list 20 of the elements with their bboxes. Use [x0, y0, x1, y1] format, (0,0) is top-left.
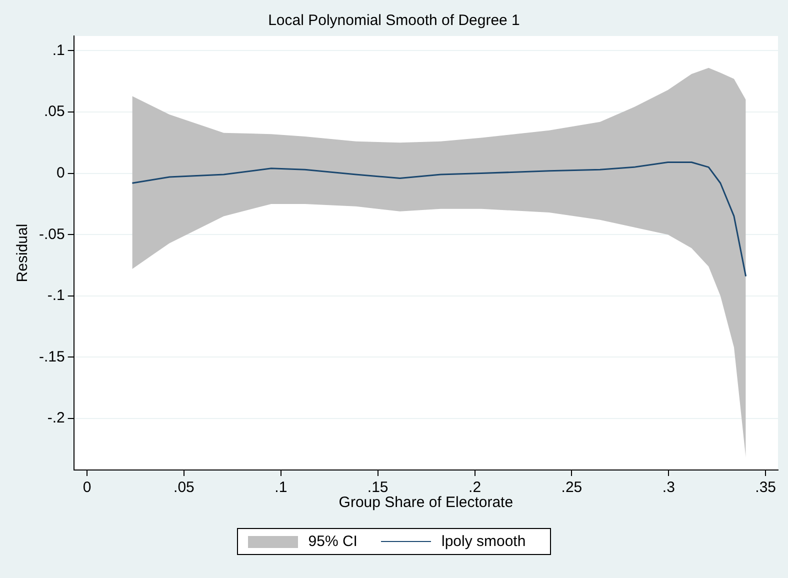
x-tick-label: .05 [174, 479, 194, 496]
x-tick-label: 0 [82, 479, 92, 496]
x-tick-label: .1 [274, 479, 288, 496]
y-tick-label: .05 [44, 103, 65, 120]
y-axis-title: Residual [14, 224, 32, 282]
x-tick-label: .15 [367, 479, 388, 496]
y-tick-label: -.15 [38, 348, 65, 366]
x-tick-label: .3 [662, 479, 675, 496]
y-tick-label: 0 [56, 164, 65, 182]
y-tick-label: -.05 [38, 226, 65, 243]
x-axis-title: Group Share of Electorate [338, 494, 514, 512]
x-tick-label: .25 [561, 479, 582, 496]
x-tick-label: .35 [755, 479, 776, 496]
y-tick-label: -.1 [47, 287, 65, 304]
y-tick-label: -.2 [47, 410, 65, 427]
x-tick-label: .2 [468, 479, 482, 496]
chart-title: Local Polynomial Smooth of Degree 1 [268, 12, 520, 30]
y-tick-label: .1 [52, 42, 65, 59]
legend-label: lpoly smooth [441, 533, 526, 550]
text: 95% CI [308, 533, 358, 550]
